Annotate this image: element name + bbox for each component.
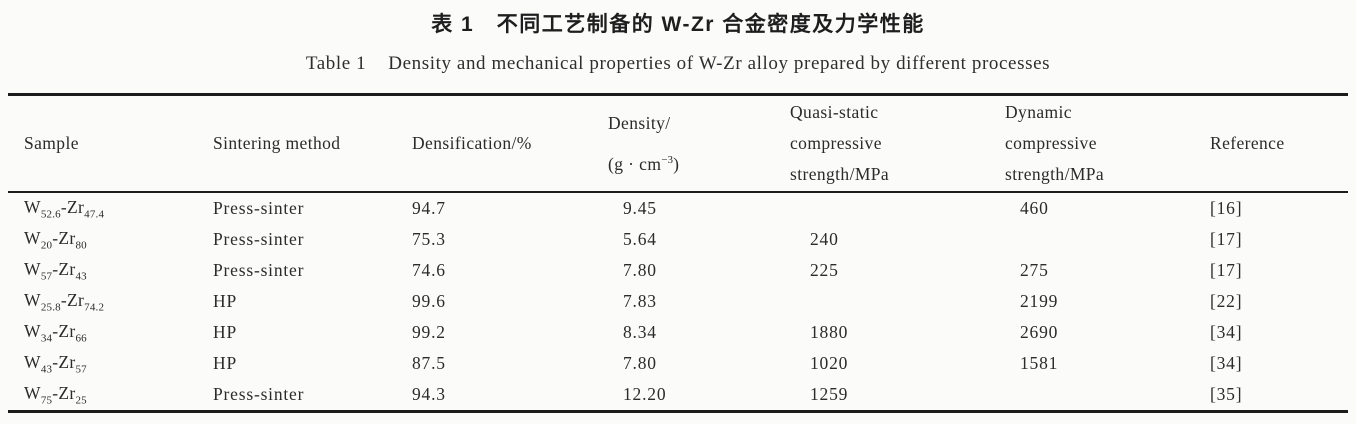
sample-cell: W20-Zr80 — [24, 227, 87, 252]
dynamic-cell: 460 — [1020, 198, 1049, 218]
quasi-static-cell — [773, 286, 988, 317]
sample-cell: W25.8-Zr74.2 — [24, 289, 105, 314]
sintering-cell: HP — [213, 291, 237, 311]
sintering-cell: Press-sinter — [213, 384, 305, 404]
table-row: W43-Zr57 HP 87.5 7.80 1020 1581 [34] — [8, 348, 1348, 379]
table-body: W52.6-Zr47.4 Press-sinter 94.7 9.45 460 … — [8, 192, 1348, 412]
densification-cell: 74.6 — [412, 260, 446, 280]
quasi-static-cell: 240 — [810, 229, 839, 249]
col-header-dynamic-strength: Dynamic compressive strength/MPa — [1005, 102, 1105, 184]
density-cell: 12.20 — [623, 384, 667, 404]
col-header-density: Density/ (g · cm−3) — [591, 95, 773, 193]
sintering-cell: Press-sinter — [213, 229, 305, 249]
density-cell: 7.80 — [623, 353, 657, 373]
sample-cell: W75-Zr25 — [24, 382, 87, 407]
density-cell: 9.45 — [623, 198, 657, 218]
dynamic-cell: 275 — [1020, 260, 1049, 280]
col-header-sample: Sample — [24, 133, 79, 153]
data-table: Sample Sintering method Densification/% … — [8, 93, 1348, 413]
reference-cell: [17] — [1210, 260, 1243, 280]
sintering-cell: HP — [213, 322, 237, 342]
sample-cell: W57-Zr43 — [24, 258, 87, 283]
col-header-quasi-static-strength: Quasi-static compressive strength/MPa — [790, 102, 890, 184]
table-row: W25.8-Zr74.2 HP 99.6 7.83 2199 [22] — [8, 286, 1348, 317]
table-title-chinese: 表 1 不同工艺制备的 W-Zr 合金密度及力学性能 — [431, 13, 925, 36]
quasi-static-cell: 225 — [810, 260, 839, 280]
reference-cell: [35] — [1210, 384, 1243, 404]
densification-cell: 87.5 — [412, 353, 446, 373]
dynamic-cell — [988, 379, 1193, 412]
header-row: Sample Sintering method Densification/% … — [8, 95, 1348, 193]
table-caption-text: Density and mechanical properties of W-Z… — [388, 53, 1051, 74]
sintering-cell: Press-sinter — [213, 260, 305, 280]
table-row: W34-Zr66 HP 99.2 8.34 1880 2690 [34] — [8, 317, 1348, 348]
densification-cell: 99.2 — [412, 322, 446, 342]
reference-cell: [16] — [1210, 198, 1243, 218]
densification-cell: 99.6 — [412, 291, 446, 311]
density-cell: 7.80 — [623, 260, 657, 280]
table-row: W75-Zr25 Press-sinter 94.3 12.20 1259 [3… — [8, 379, 1348, 412]
density-exponent: −3 — [661, 153, 674, 166]
dynamic-cell: 1581 — [1020, 353, 1059, 373]
sample-cell: W43-Zr57 — [24, 351, 87, 376]
dynamic-cell: 2199 — [1020, 291, 1059, 311]
col-header-densification: Densification/% — [412, 133, 532, 153]
sample-cell: W34-Zr66 — [24, 320, 87, 345]
dynamic-cell: 2690 — [1020, 322, 1059, 342]
table-row: W52.6-Zr47.4 Press-sinter 94.7 9.45 460 … — [8, 192, 1348, 224]
quasi-static-cell — [773, 192, 988, 224]
reference-cell: [34] — [1210, 322, 1243, 342]
density-cell: 7.83 — [623, 291, 657, 311]
quasi-static-cell: 1020 — [810, 353, 849, 373]
density-cell: 8.34 — [623, 322, 657, 342]
reference-cell: [22] — [1210, 291, 1243, 311]
table-header: Sample Sintering method Densification/% … — [8, 95, 1348, 193]
col-header-reference: Reference — [1210, 133, 1285, 153]
dynamic-cell — [988, 224, 1193, 255]
sintering-cell: Press-sinter — [213, 198, 305, 218]
quasi-static-cell: 1880 — [810, 322, 849, 342]
table-number-label: Table 1 — [305, 53, 367, 74]
col-header-sintering-method: Sintering method — [213, 133, 341, 153]
sample-cell: W52.6-Zr47.4 — [24, 196, 105, 221]
table-row: W57-Zr43 Press-sinter 74.6 7.80 225 275 … — [8, 255, 1348, 286]
table-row: W20-Zr80 Press-sinter 75.3 5.64 240 [17] — [8, 224, 1348, 255]
sintering-cell: HP — [213, 353, 237, 373]
table-title-english: Table 1 Density and mechanical properties… — [0, 52, 1356, 76]
densification-cell: 94.3 — [412, 384, 446, 404]
density-cell: 5.64 — [623, 229, 657, 249]
reference-cell: [17] — [1210, 229, 1243, 249]
densification-cell: 75.3 — [412, 229, 446, 249]
reference-cell: [34] — [1210, 353, 1243, 373]
quasi-static-cell: 1259 — [810, 384, 849, 404]
density-unit: (g · cm−3) — [608, 153, 680, 174]
densification-cell: 94.7 — [412, 198, 446, 218]
